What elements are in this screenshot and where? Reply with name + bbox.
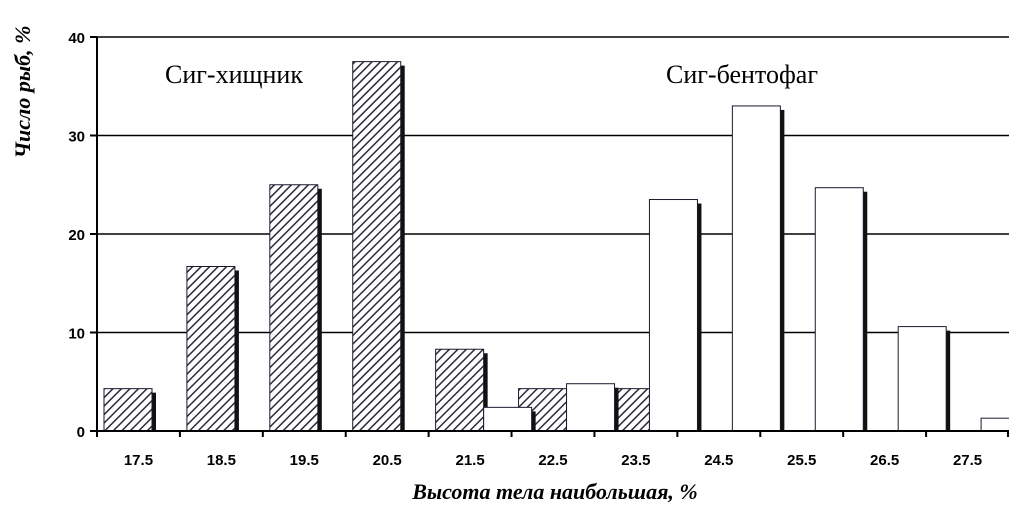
axes <box>90 36 1009 437</box>
bar-benthophage-27.5 <box>980 417 1009 432</box>
bar-benthophage-22.5 <box>566 383 616 432</box>
x-tick-label-25.5: 25.5 <box>787 452 816 469</box>
x-tick-label-17.5: 17.5 <box>124 452 153 469</box>
y-tick-label-0: 0 <box>77 424 85 441</box>
x-tick-label-20.5: 20.5 <box>373 452 402 469</box>
x-tick-label-27.5: 27.5 <box>953 452 982 469</box>
y-tick-label-20: 20 <box>68 227 85 244</box>
bar-predator-18.5 <box>186 266 236 432</box>
bar-benthophage-25.5 <box>814 187 864 432</box>
bar-predator-19.5 <box>269 184 319 432</box>
series-label-benthophage: Сиг-бентофаг <box>666 60 818 89</box>
bar-benthophage-26.5 <box>897 326 947 432</box>
bar-predator-21.5 <box>435 348 485 432</box>
x-tick-labels: 17.5 18.5 19.5 20.5 21.5 22.5 23.5 24.5 25.5 26.5… <box>124 452 982 469</box>
y-tick-labels: 0 10 20 30 40 <box>68 30 85 441</box>
x-tick-label-22.5: 22.5 <box>538 452 567 469</box>
y-tick-label-10: 10 <box>68 326 85 343</box>
x-tick-label-21.5: 21.5 <box>455 452 484 469</box>
bars <box>103 61 1009 432</box>
x-axis-title: Высота тела наибольшая, % <box>411 479 698 504</box>
bar-benthophage-23.5 <box>648 199 698 432</box>
series-label-predator: Сиг-хищник <box>165 60 303 89</box>
y-axis-title: Число рыб, % <box>10 26 35 159</box>
x-tick-label-18.5: 18.5 <box>207 452 236 469</box>
y-tick-label-30: 30 <box>68 129 85 146</box>
x-tick-label-24.5: 24.5 <box>704 452 733 469</box>
x-tick-label-19.5: 19.5 <box>290 452 319 469</box>
x-tick-label-23.5: 23.5 <box>621 452 650 469</box>
x-tick-label-26.5: 26.5 <box>870 452 899 469</box>
bar-benthophage-21.5 <box>483 406 533 432</box>
bar-benthophage-24.5 <box>731 105 781 432</box>
bar-predator-20.5 <box>352 61 402 432</box>
y-tick-label-40: 40 <box>68 30 85 47</box>
bar-predator-17.5 <box>103 388 153 432</box>
